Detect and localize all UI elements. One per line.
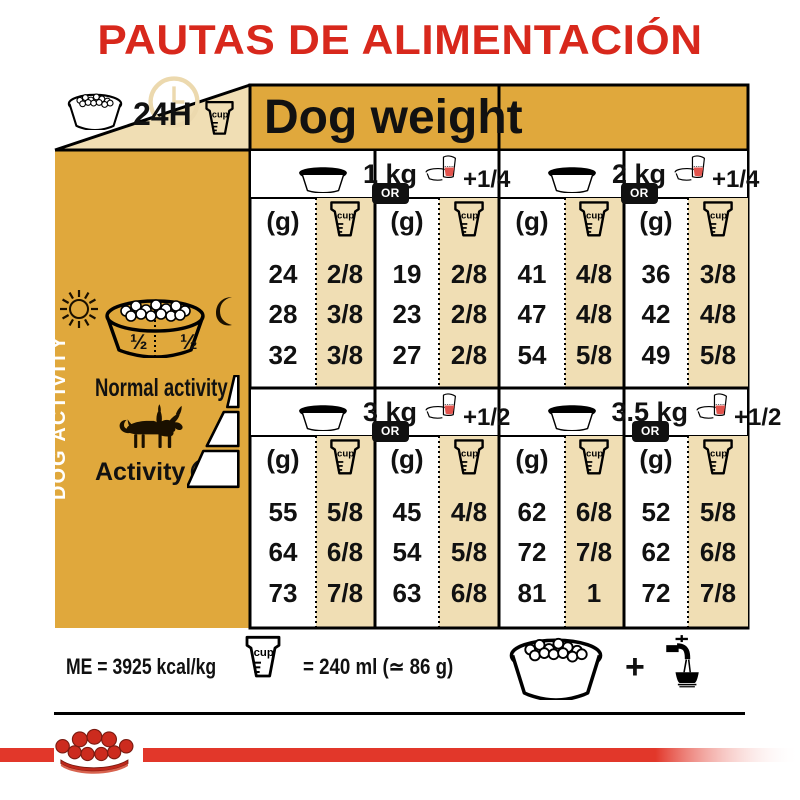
svg-text:cup: cup <box>212 109 229 119</box>
svg-text:cup: cup <box>710 210 727 221</box>
svg-text:cup: cup <box>461 448 478 459</box>
svg-text:cup: cup <box>586 448 603 459</box>
svg-text:cup: cup <box>461 210 478 221</box>
svg-text:cup: cup <box>586 210 603 221</box>
svg-text:cup: cup <box>710 448 727 459</box>
svg-text:cup: cup <box>337 448 354 459</box>
svg-text:cup: cup <box>337 210 354 221</box>
svg-text:cup: cup <box>254 647 274 659</box>
